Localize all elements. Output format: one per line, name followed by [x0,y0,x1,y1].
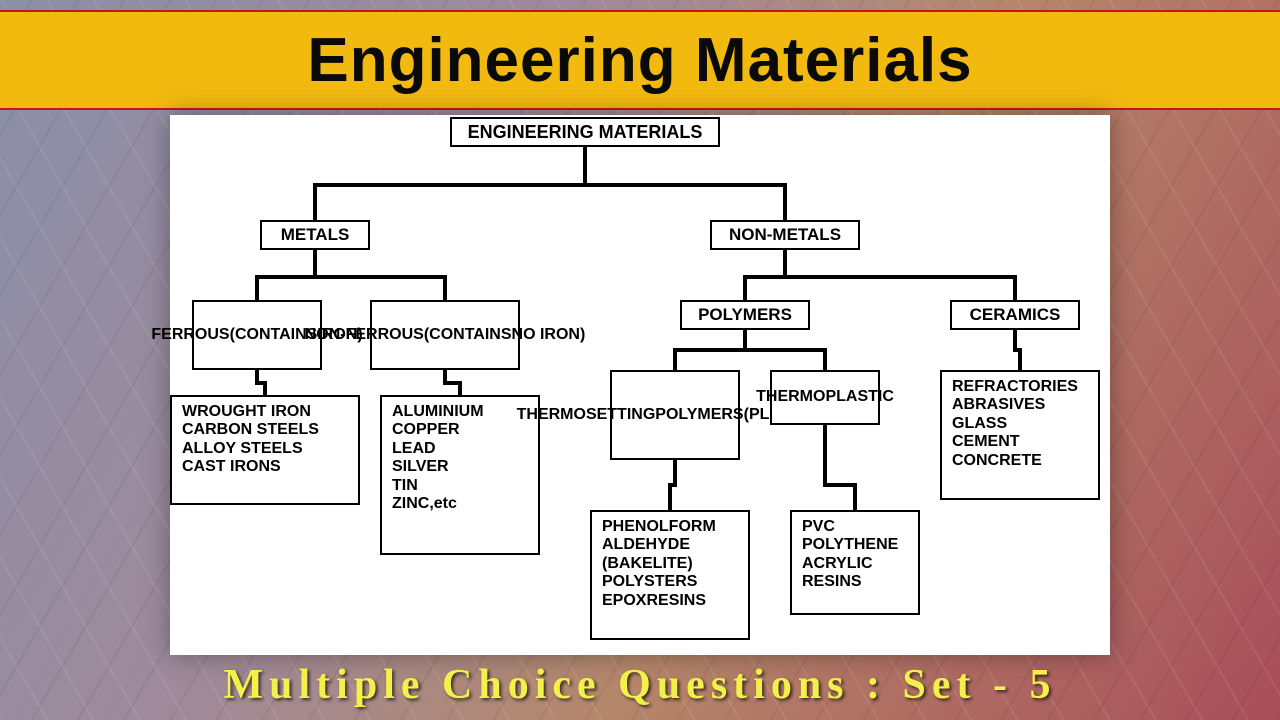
tree-node-ceramics_list: REFRACTORIESABRASIVESGLASSCEMENTCONCRETE [940,370,1100,500]
tree-node-text: CERAMICS [970,305,1061,325]
tree-node-text: REFRACTORIES [952,378,1078,396]
tree-node-text: SETTING [586,406,655,424]
tree-node-text: ALDEHYDE [602,536,690,554]
tree-node-text: PLASTIC [825,388,893,406]
tree-node-ferrous_list: WROUGHT IRONCARBON STEELSALLOY STEELSCAS… [170,395,360,505]
tree-node-polymers: POLYMERS [680,300,810,330]
page-subtitle-bar: Multiple Choice Questions : Set - 5 [0,650,1280,720]
tree-node-text: METALS [281,225,350,245]
tree-node-text: (CONTAINS [424,326,512,344]
tree-node-text: TIN [392,477,418,495]
page-subtitle: Multiple Choice Questions : Set - 5 [224,661,1057,709]
tree-node-text: SILVER [392,458,449,476]
tree-node-nonmetals: NON-METALS [710,220,860,250]
tree-node-nonferrous: NON-FERROUS(CONTAINSNO IRON) [370,300,520,370]
tree-node-thermoset_list: PHENOLFORMALDEHYDE(BAKELITE)POLYSTERSEPO… [590,510,750,640]
tree-node-text: WROUGHT IRON [182,403,311,421]
page-title-bar: Engineering Materials [0,10,1280,110]
tree-node-text: CONCRETE [952,452,1042,470]
tree-node-ferrous: FERROUS(CONTAINSIRON) [192,300,322,370]
tree-node-text: ABRASIVES [952,396,1045,414]
tree-node-text: CAST IRONS [182,458,281,476]
tree-node-root: ENGINEERING MATERIALS [450,117,720,147]
tree-node-thermoplast_list: PVCPOLYTHENEACRYLICRESINS [790,510,920,615]
tree-node-text: COPPER [392,421,460,439]
tree-node-text: THERMO [517,406,586,424]
tree-node-ceramics: CERAMICS [950,300,1080,330]
page-title: Engineering Materials [307,25,972,96]
tree-node-text: CARBON STEELS [182,421,319,439]
tree-node-text: ALLOY STEELS [182,440,303,458]
tree-node-text: POLYSTERS [602,573,697,591]
tree-node-text: POLYTHENE [802,536,898,554]
tree-node-text: POLYMERS [655,406,743,424]
tree-node-text: EPOXRESINS [602,592,706,610]
tree-node-text: CEMENT [952,433,1020,451]
tree-node-thermoset: THERMOSETTINGPOLYMERS(PLASTICS) [610,370,740,460]
tree-node-text: ZINC,etc [392,495,457,513]
tree-node-text: FERROUS [151,326,229,344]
tree-node-text: ACRYLIC [802,555,873,573]
tree-node-text: ENGINEERING MATERIALS [468,122,703,143]
tree-node-text: THERMO [756,388,825,406]
tree-node-text: ALUMINIUM [392,403,484,421]
tree-node-text: NON-FERROUS [305,326,424,344]
tree-node-text: LEAD [392,440,436,458]
tree-node-text: PVC [802,518,835,536]
tree-diagram-panel: ENGINEERING MATERIALS METALS NON-METALS FER… [170,115,1110,655]
tree-node-text: PHENOLFORM [602,518,716,536]
tree-node-text: NON-METALS [729,225,841,245]
tree-node-text: POLYMERS [698,305,792,325]
tree-node-metals: METALS [260,220,370,250]
tree-node-text: NO IRON) [512,326,586,344]
tree-node-thermoplast: THERMOPLASTIC [770,370,880,425]
tree-node-text: GLASS [952,415,1007,433]
tree-node-text: (BAKELITE) [602,555,693,573]
tree-node-text: RESINS [802,573,862,591]
